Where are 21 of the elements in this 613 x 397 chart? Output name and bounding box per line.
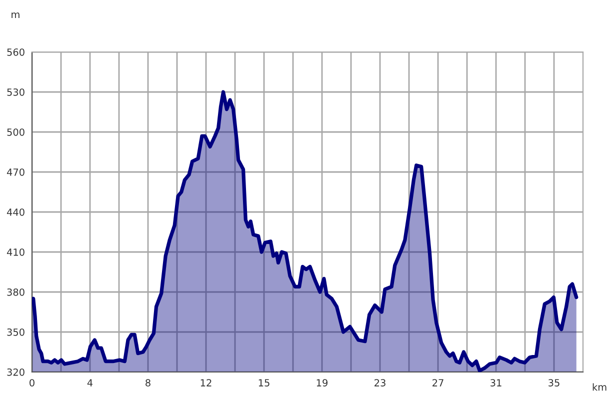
x-tick-label: 4 (87, 379, 93, 386)
y-tick-label: 410 (6, 248, 24, 256)
y-tick-label: 530 (7, 88, 24, 96)
y-tick-label: 470 (6, 168, 24, 176)
x-tick-label: 15 (258, 379, 270, 386)
y-tick-label: 320 (7, 368, 24, 376)
x-axis-title: km (592, 383, 606, 391)
y-tick-label: 440 (6, 208, 24, 216)
x-tick-label: 8 (146, 379, 150, 386)
y-tick-label: 380 (7, 288, 24, 296)
x-tick-label: 0 (30, 379, 34, 386)
x-tick-label: 23 (374, 379, 386, 386)
y-axis-title: m (12, 12, 20, 18)
x-tick-label: 27 (432, 379, 444, 386)
x-tick-label: 31 (490, 379, 502, 386)
y-tick-label: 350 (7, 328, 24, 336)
x-tick-label: 12 (200, 379, 212, 386)
y-tick-label: 560 (7, 48, 24, 56)
y-tick-label: 500 (7, 128, 24, 136)
x-tick-label: 19 (316, 379, 328, 386)
x-tick-label: 35 (548, 379, 560, 386)
